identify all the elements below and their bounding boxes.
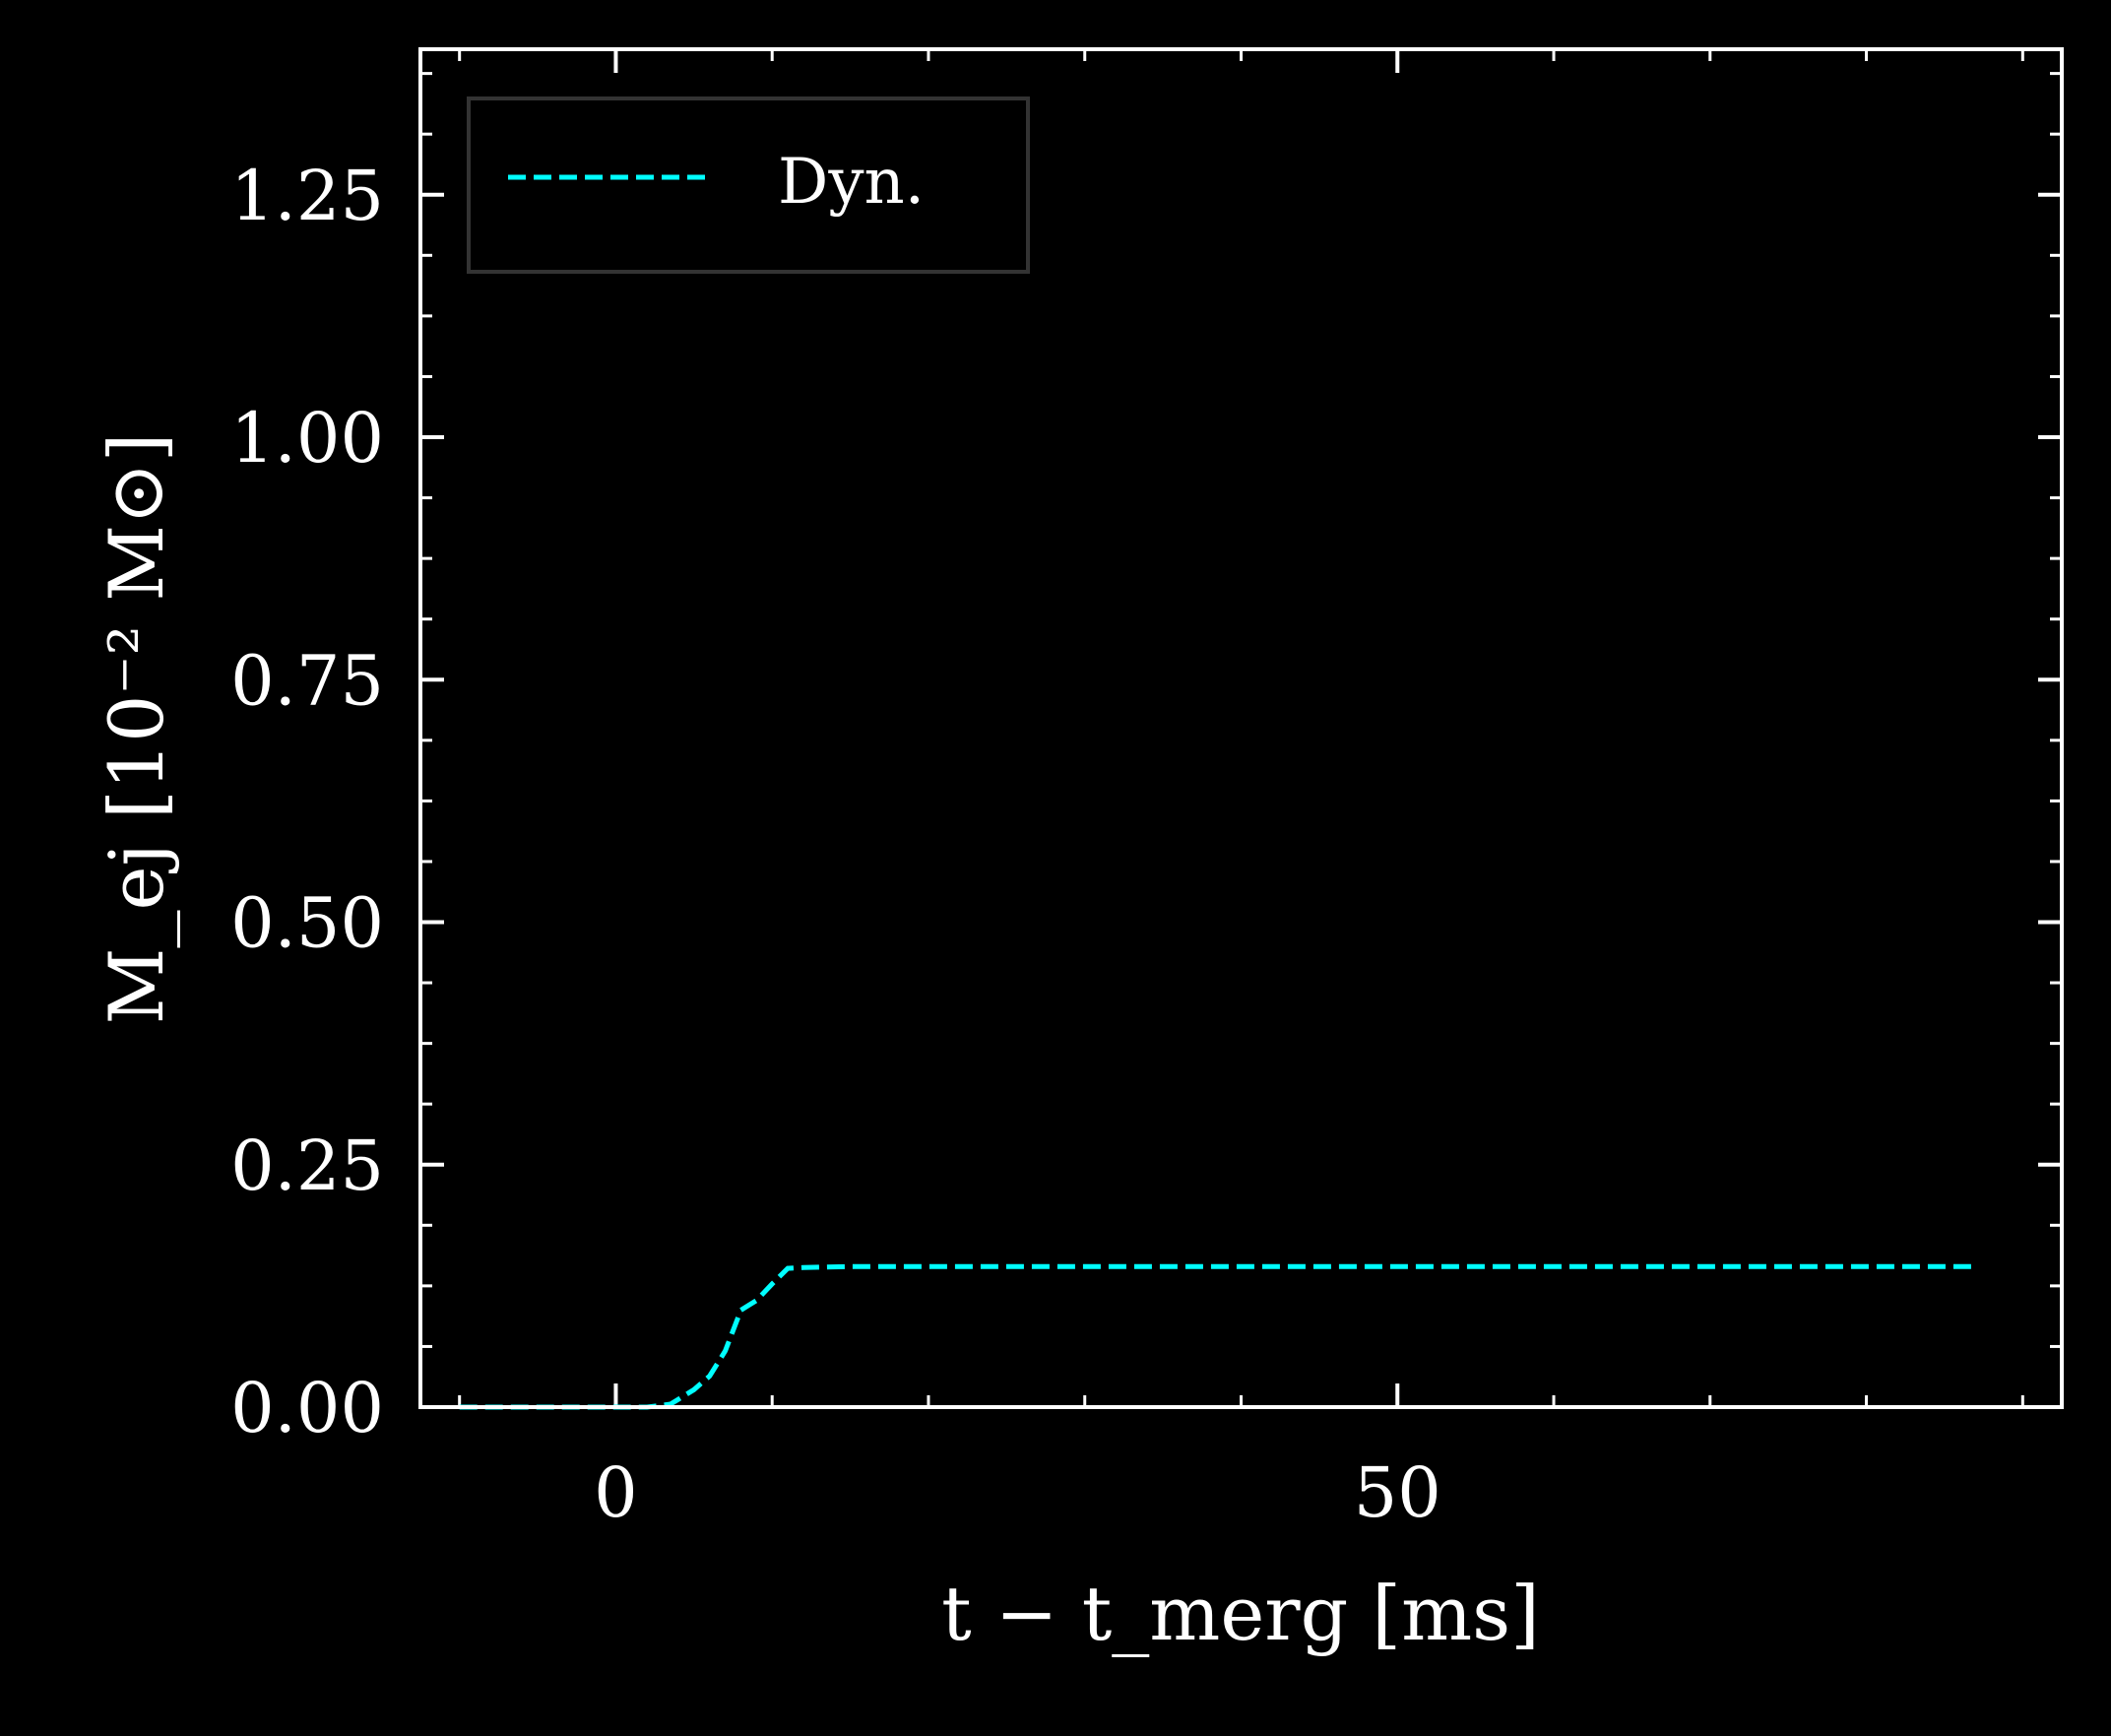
y-tick-label: 0.75 (230, 640, 384, 721)
plot-frame (418, 47, 2064, 1409)
y-tick-labels: 0.00 0.25 0.50 0.75 1.00 1.25 (230, 156, 384, 1448)
y-tick-label: 0.25 (230, 1125, 384, 1206)
legend-frame (467, 96, 1030, 274)
x-axis-label: t − t_merg [ms] (941, 1570, 1540, 1657)
y-tick-label: 1.25 (230, 156, 384, 236)
plot-lines (459, 1263, 1976, 1410)
legend-label-dyn: Dyn. (778, 146, 925, 219)
y-tick-label: 0.00 (230, 1368, 384, 1448)
legend: Dyn. (467, 96, 1030, 274)
x-tick-label: 50 (1354, 1452, 1441, 1533)
y-tick-label: 0.50 (230, 883, 384, 964)
y-axis-label: M_ej [10⁻² M⊙] (93, 433, 180, 1025)
x-tick-labels: 0 50 (594, 1452, 1441, 1533)
series-line-dyn (459, 1263, 1976, 1410)
y-tick-label: 1.00 (230, 398, 384, 479)
x-tick-label: 0 (594, 1452, 638, 1533)
